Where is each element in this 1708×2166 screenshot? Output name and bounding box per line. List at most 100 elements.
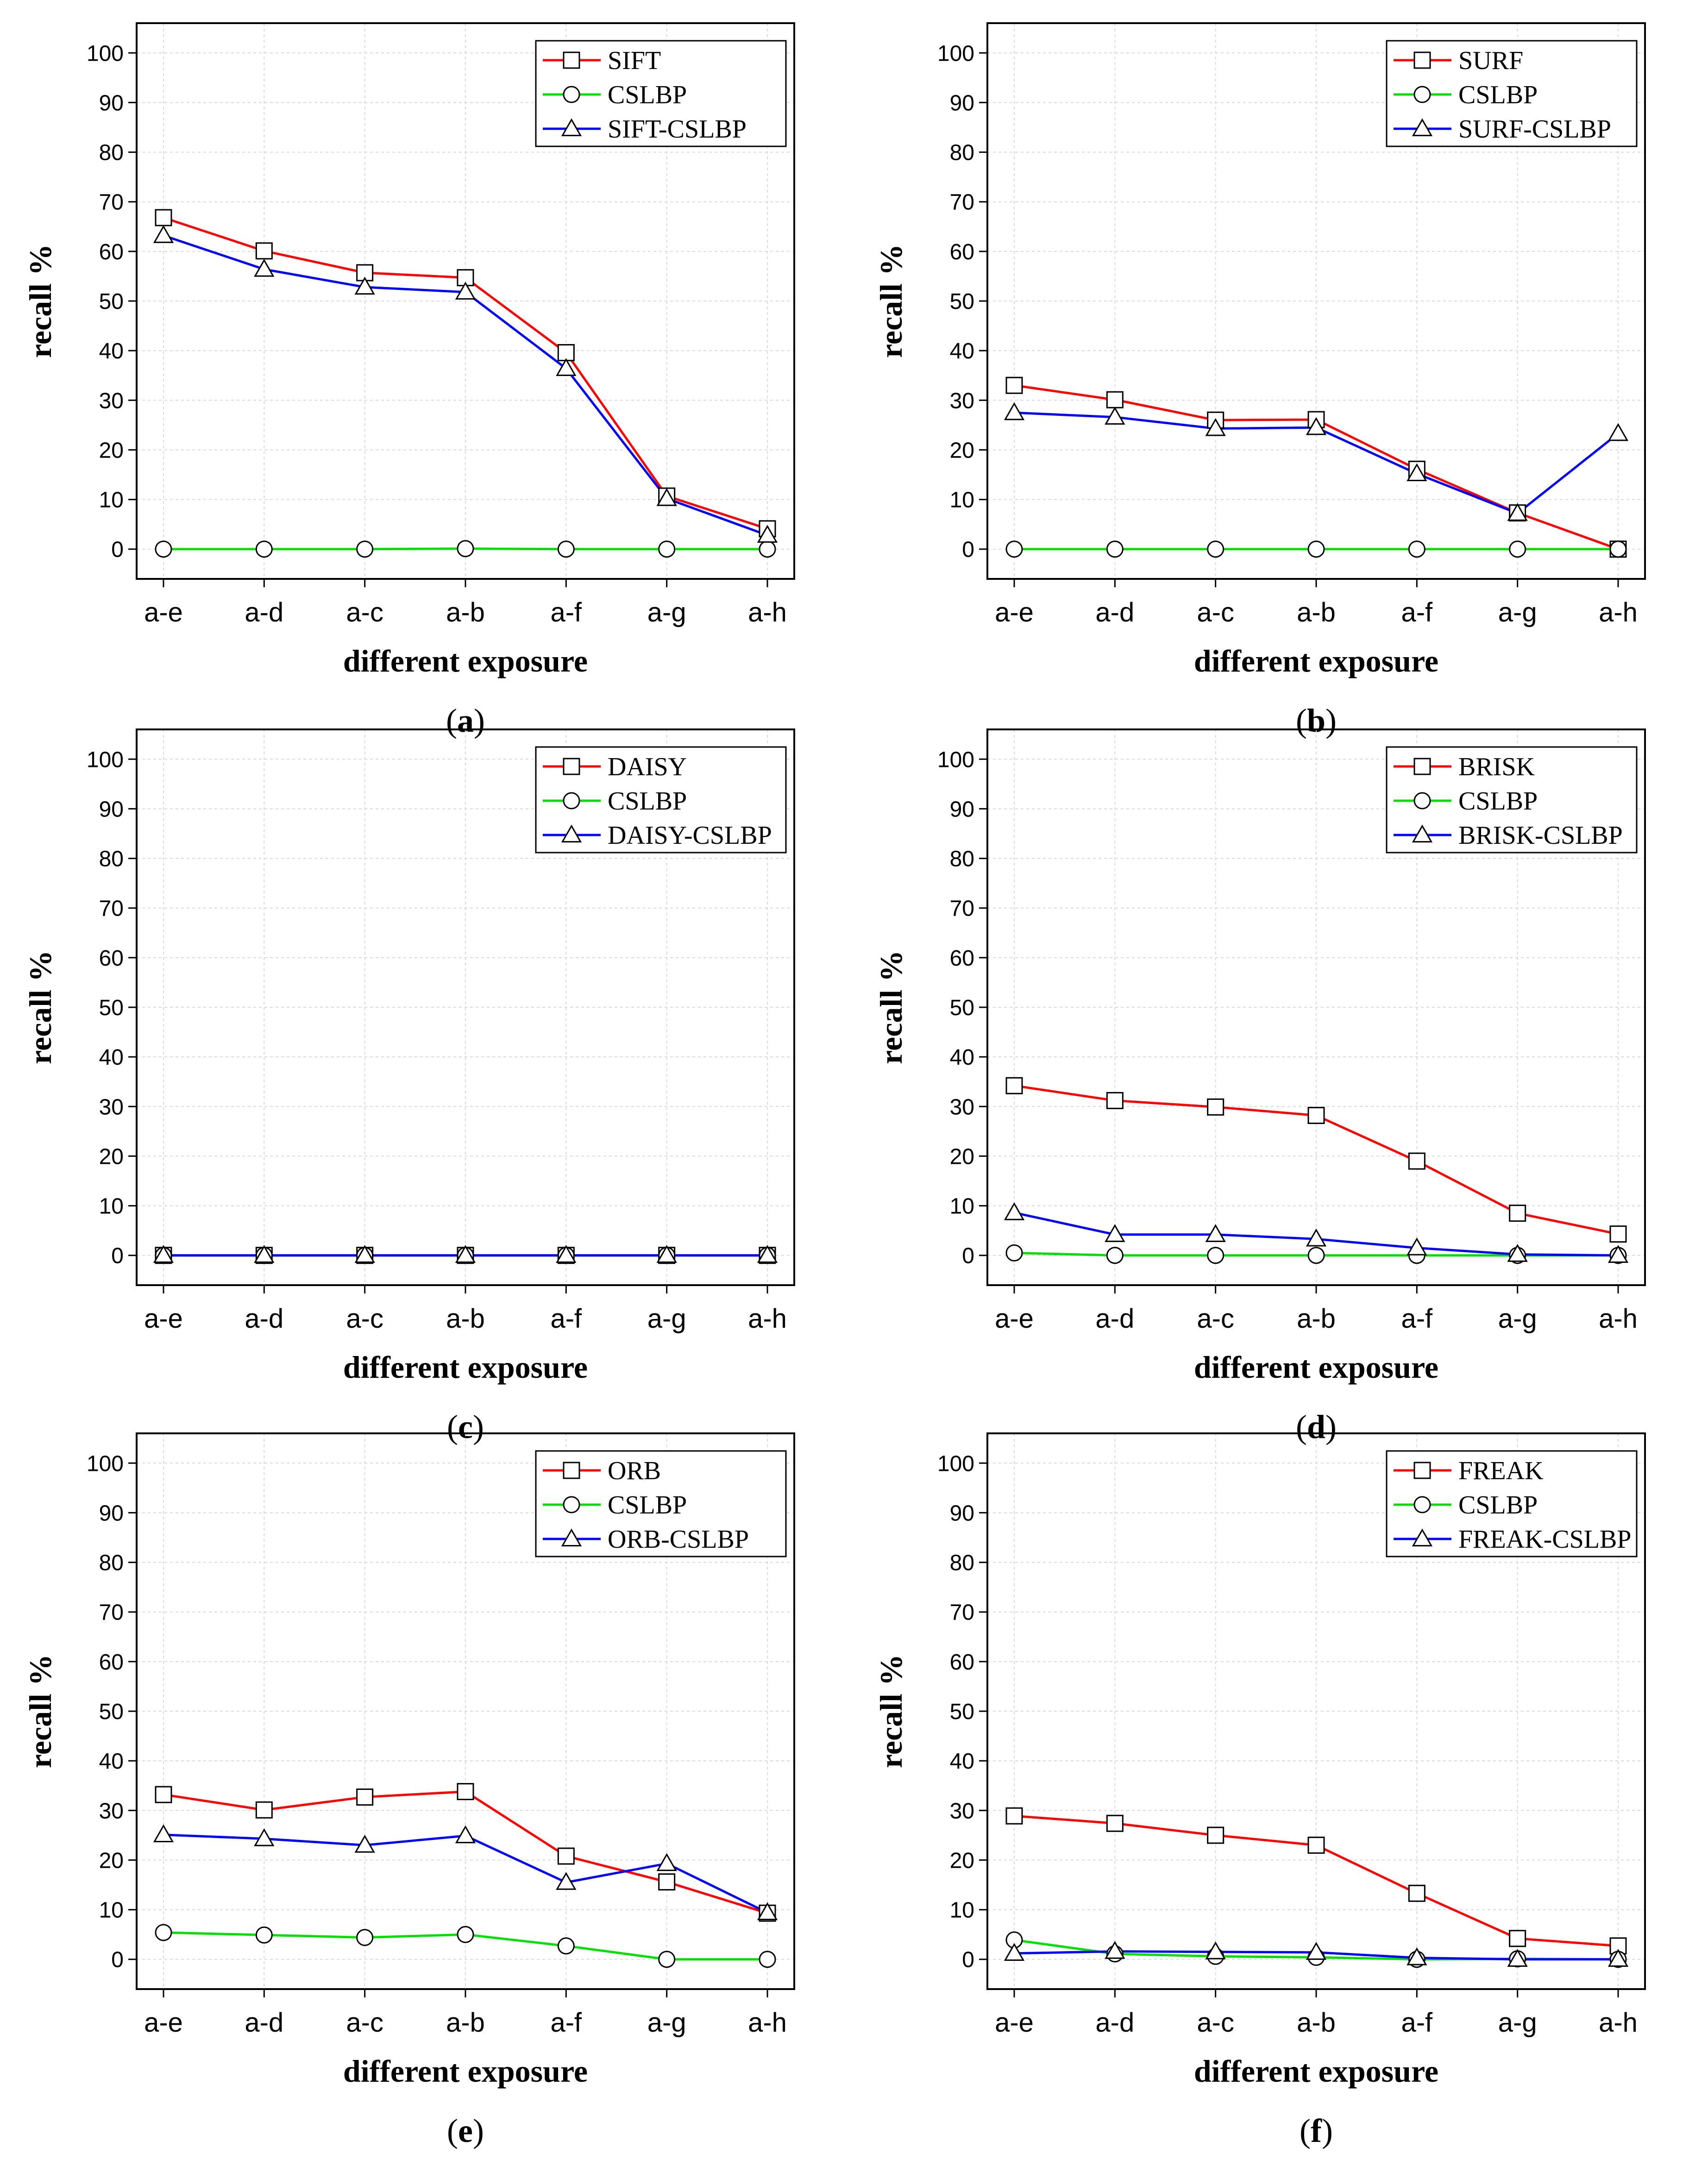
y-tick-label: 30 <box>99 1095 124 1119</box>
legend-label: CSLBP <box>608 1491 687 1519</box>
data-point-cslbp <box>1509 540 1526 558</box>
x-tick-label: a-b <box>1297 2008 1336 2038</box>
data-point-sift-cslbp <box>254 258 275 277</box>
data-point-cslbp <box>457 540 474 558</box>
panel-label: (f) <box>1300 2112 1333 2149</box>
y-tick-label: 50 <box>950 289 974 314</box>
data-point-daisy-cslbp <box>556 1245 577 1263</box>
y-tick-label: 60 <box>950 240 974 264</box>
y-tick-label: 20 <box>950 1144 974 1169</box>
x-tick-label: a-f <box>550 2008 582 2038</box>
data-point-sift-cslbp <box>455 282 476 300</box>
data-point-freak-cslbp <box>1507 1949 1528 1967</box>
data-point-daisy-cslbp <box>455 1245 476 1263</box>
x-tick-label: a-f <box>1401 597 1433 628</box>
legend-label: CSLBP <box>608 787 687 816</box>
x-tick-label: a-c <box>346 1304 383 1334</box>
panel-letter: a <box>457 702 474 739</box>
y-tick-label: 20 <box>950 438 974 463</box>
x-axis-title: different exposure <box>343 643 588 678</box>
data-point-surf-cslbp <box>1105 407 1125 425</box>
x-tick-label: a-g <box>1498 2008 1537 2038</box>
y-tick-label: 80 <box>950 847 974 872</box>
y-tick-label: 60 <box>99 946 124 971</box>
x-tick-label: a-d <box>245 1304 283 1334</box>
x-tick-label: a-e <box>144 2008 183 2038</box>
legend-label: BRISK <box>1458 753 1535 781</box>
data-point-cslbp <box>557 1937 575 1955</box>
x-tick-label: a-g <box>647 2008 686 2038</box>
legend-label: CSLBP <box>1458 1491 1538 1519</box>
x-axis-title: different exposure <box>1194 2053 1438 2089</box>
y-tick-label: 40 <box>99 1045 124 1070</box>
legend-marker-brisk <box>1413 758 1431 775</box>
y-tick-label: 80 <box>99 1551 124 1576</box>
legend: FREAK CSLBP FREAK-CSLBP <box>1386 1450 1638 1557</box>
y-tick-label: 90 <box>99 797 124 822</box>
paren-open: ( <box>447 2112 458 2149</box>
data-point-cslbp <box>658 1951 676 1968</box>
y-tick-label: 30 <box>99 389 124 413</box>
panel-label: (d) <box>1296 1408 1337 1445</box>
data-point-sift <box>557 344 575 361</box>
legend: SIFT CSLBP SIFT-CSLBP <box>535 40 787 147</box>
y-tick-label: 30 <box>950 389 974 413</box>
legend-marker-cslbp <box>1413 1496 1431 1513</box>
legend-marker-freak-cslbp <box>1412 1528 1433 1547</box>
x-tick-label: a-d <box>245 597 283 628</box>
paren-close: ) <box>474 702 485 739</box>
data-point-sift-cslbp <box>354 276 375 295</box>
data-point-cslbp <box>658 540 676 558</box>
legend-label: SIFT-CSLBP <box>608 115 747 144</box>
legend: DAISY CSLBP DAISY-CSLBP <box>535 746 787 854</box>
y-tick-label: 50 <box>99 1700 124 1724</box>
legend-marker-sift-cslbp <box>561 118 582 137</box>
legend-marker-cslbp <box>1413 86 1431 103</box>
y-tick-label: 90 <box>99 1501 124 1526</box>
x-tick-label: a-h <box>1599 2008 1638 2038</box>
y-tick-label: 60 <box>99 1650 124 1675</box>
panel-label: (a) <box>446 702 485 739</box>
data-point-surf-cslbp <box>1004 402 1025 421</box>
y-tick-label: 0 <box>962 1948 974 1972</box>
y-tick-label: 0 <box>111 1244 124 1268</box>
x-tick-label: a-f <box>550 1304 582 1334</box>
panel-label: (b) <box>1296 702 1337 739</box>
legend-label: ORB-CSLBP <box>608 1525 749 1554</box>
legend-label: DAISY-CSLBP <box>608 821 772 850</box>
panel-letter: b <box>1307 702 1325 739</box>
data-point-cslbp <box>356 1929 374 1946</box>
y-tick-label: 40 <box>950 1749 974 1774</box>
data-point-orb-cslbp <box>556 1872 577 1890</box>
y-tick-label: 90 <box>950 797 974 822</box>
x-tick-label: a-e <box>144 597 183 628</box>
x-tick-label: a-f <box>1401 2008 1433 2038</box>
paren-open: ( <box>1296 1408 1307 1445</box>
data-point-surf-cslbp <box>1306 417 1327 435</box>
data-point-cslbp <box>557 540 575 558</box>
y-tick-label: 0 <box>111 538 124 562</box>
y-axis-title: recall % <box>23 950 58 1064</box>
data-point-brisk-cslbp <box>1004 1202 1025 1220</box>
y-tick-label: 100 <box>937 41 974 66</box>
legend-label: ORB <box>608 1457 661 1485</box>
data-point-brisk-cslbp <box>1306 1228 1327 1247</box>
data-point-orb <box>557 1847 575 1865</box>
y-tick-label: 80 <box>99 141 124 165</box>
y-tick-label: 40 <box>950 1045 974 1070</box>
data-point-cslbp <box>1408 540 1425 558</box>
y-tick-label: 100 <box>87 41 124 66</box>
legend-marker-freak <box>1413 1462 1431 1479</box>
y-tick-label: 80 <box>99 847 124 872</box>
data-point-daisy-cslbp <box>254 1245 275 1263</box>
x-tick-label: a-e <box>995 597 1034 628</box>
data-point-brisk <box>1207 1098 1224 1116</box>
x-tick-label: a-c <box>346 2008 383 2038</box>
x-tick-label: a-g <box>1498 1304 1537 1334</box>
data-point-freak <box>1106 1814 1124 1832</box>
data-point-brisk-cslbp <box>1507 1243 1528 1262</box>
y-tick-label: 90 <box>950 91 974 115</box>
y-tick-label: 80 <box>950 1551 974 1576</box>
data-point-cslbp <box>457 1926 474 1943</box>
data-point-cslbp <box>356 540 374 558</box>
